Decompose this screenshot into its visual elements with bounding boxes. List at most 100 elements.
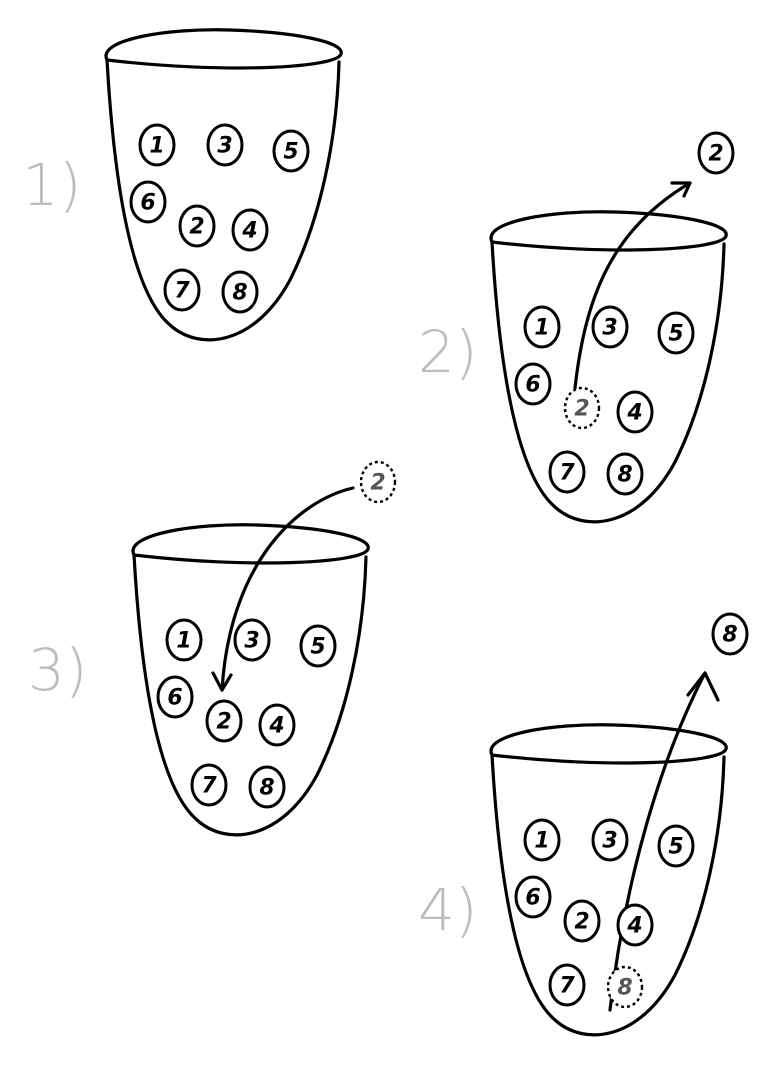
ball-number: 6	[525, 373, 540, 398]
ball-outline	[129, 180, 167, 224]
ball-outline	[248, 765, 286, 809]
ball-number: 4	[626, 401, 642, 426]
ball: 7	[548, 450, 586, 494]
urn-body	[490, 753, 726, 1037]
ball: 5	[657, 311, 695, 355]
ball-number: 8	[722, 623, 737, 648]
ball: 8	[248, 765, 286, 809]
ball-outline	[563, 899, 601, 943]
arrow-out-of-urn	[573, 181, 692, 390]
ball-number: 8	[617, 463, 632, 488]
ball: 2	[178, 204, 216, 248]
ball: 3	[591, 818, 629, 862]
drawn-ball: 8	[711, 612, 749, 656]
ball-outline	[231, 208, 269, 252]
urn-rim	[489, 723, 728, 765]
ball-outline	[523, 818, 561, 862]
step-label: 4)	[418, 876, 478, 944]
ball: 7	[190, 763, 228, 807]
ball-number: 4	[241, 219, 257, 244]
ball: 3	[233, 618, 271, 662]
ball-outline	[548, 450, 586, 494]
ball-outline	[711, 612, 749, 656]
urn	[489, 210, 728, 524]
ball-number: 5	[310, 635, 325, 660]
ball-outline	[514, 362, 552, 406]
panel-1: 1) 1 3 5 6 2 4 7 8	[22, 28, 343, 342]
ball: 6	[129, 180, 167, 224]
ball-outline	[591, 305, 629, 349]
drawn-ball: 2	[359, 460, 397, 504]
urn	[104, 28, 343, 342]
ghost-ball-outline	[606, 965, 644, 1009]
step-label: 3)	[28, 636, 88, 704]
ball-number: 8	[232, 281, 247, 306]
panel-4: 4) 1 3 5 6 2 4 7 8 8	[418, 612, 749, 1037]
urn-body	[132, 553, 368, 837]
ball-outline	[163, 268, 201, 312]
ball-number: 5	[668, 835, 683, 860]
ball-outline	[178, 204, 216, 248]
ball-number: 4	[626, 914, 642, 939]
ball: 7	[163, 268, 201, 312]
ball-number: 5	[283, 140, 298, 165]
ball: 5	[657, 824, 695, 868]
arrow-head	[686, 671, 720, 702]
ball-outline	[514, 875, 552, 919]
ball: 4	[616, 390, 654, 434]
ball-outline	[205, 699, 243, 743]
ball: 3	[591, 305, 629, 349]
ball-number: 4	[268, 714, 284, 739]
ball: 8	[606, 452, 644, 496]
ball-number: 1	[534, 316, 549, 341]
ball-number: 5	[668, 322, 683, 347]
ball: 5	[299, 624, 337, 668]
ball: 8	[606, 965, 644, 1009]
ball-number: 2	[370, 471, 385, 496]
ball: 4	[258, 703, 296, 747]
ball: 1	[138, 123, 176, 167]
ball-number: 6	[140, 191, 155, 216]
ball-outline	[523, 305, 561, 349]
urn-rim	[131, 523, 370, 565]
ghost-ball-outline	[359, 460, 397, 504]
ball: 6	[514, 362, 552, 406]
ghost-ball-outline	[563, 386, 601, 430]
ball: 1	[523, 818, 561, 862]
urn-body	[105, 58, 341, 342]
ball: 5	[272, 129, 310, 173]
ball: 2	[563, 386, 601, 430]
panel-2: 2) 1 3 5 6 2 4 7 8 2	[418, 131, 735, 524]
ball-outline	[697, 131, 735, 175]
arrow-head	[211, 671, 233, 692]
ball: 4	[231, 208, 269, 252]
ball-number: 6	[167, 686, 182, 711]
ball-number: 1	[149, 134, 164, 159]
urn-body	[490, 240, 726, 524]
ball: 3	[206, 123, 244, 167]
urn-rim	[104, 28, 343, 70]
arrow-head	[670, 181, 692, 198]
ball-outline	[221, 270, 259, 314]
urn	[489, 723, 728, 1037]
ball-number: 7	[201, 774, 217, 799]
ball: 2	[563, 899, 601, 943]
ball-outline	[206, 123, 244, 167]
ball-number: 7	[559, 461, 575, 486]
ball-outline	[190, 763, 228, 807]
ball: 8	[221, 270, 259, 314]
ball: 2	[205, 699, 243, 743]
ball-number: 3	[602, 316, 617, 341]
ball-outline	[606, 452, 644, 496]
arrow-out-of-urn	[608, 671, 707, 1012]
ball: 6	[156, 675, 194, 719]
step-label: 1)	[22, 151, 82, 219]
ball-number: 7	[559, 974, 575, 999]
ball-outline	[233, 618, 271, 662]
ball-number: 2	[574, 910, 589, 935]
ball-outline	[272, 129, 310, 173]
ball-outline	[616, 903, 654, 947]
ball-number: 8	[259, 776, 274, 801]
ball-number: 7	[174, 279, 190, 304]
